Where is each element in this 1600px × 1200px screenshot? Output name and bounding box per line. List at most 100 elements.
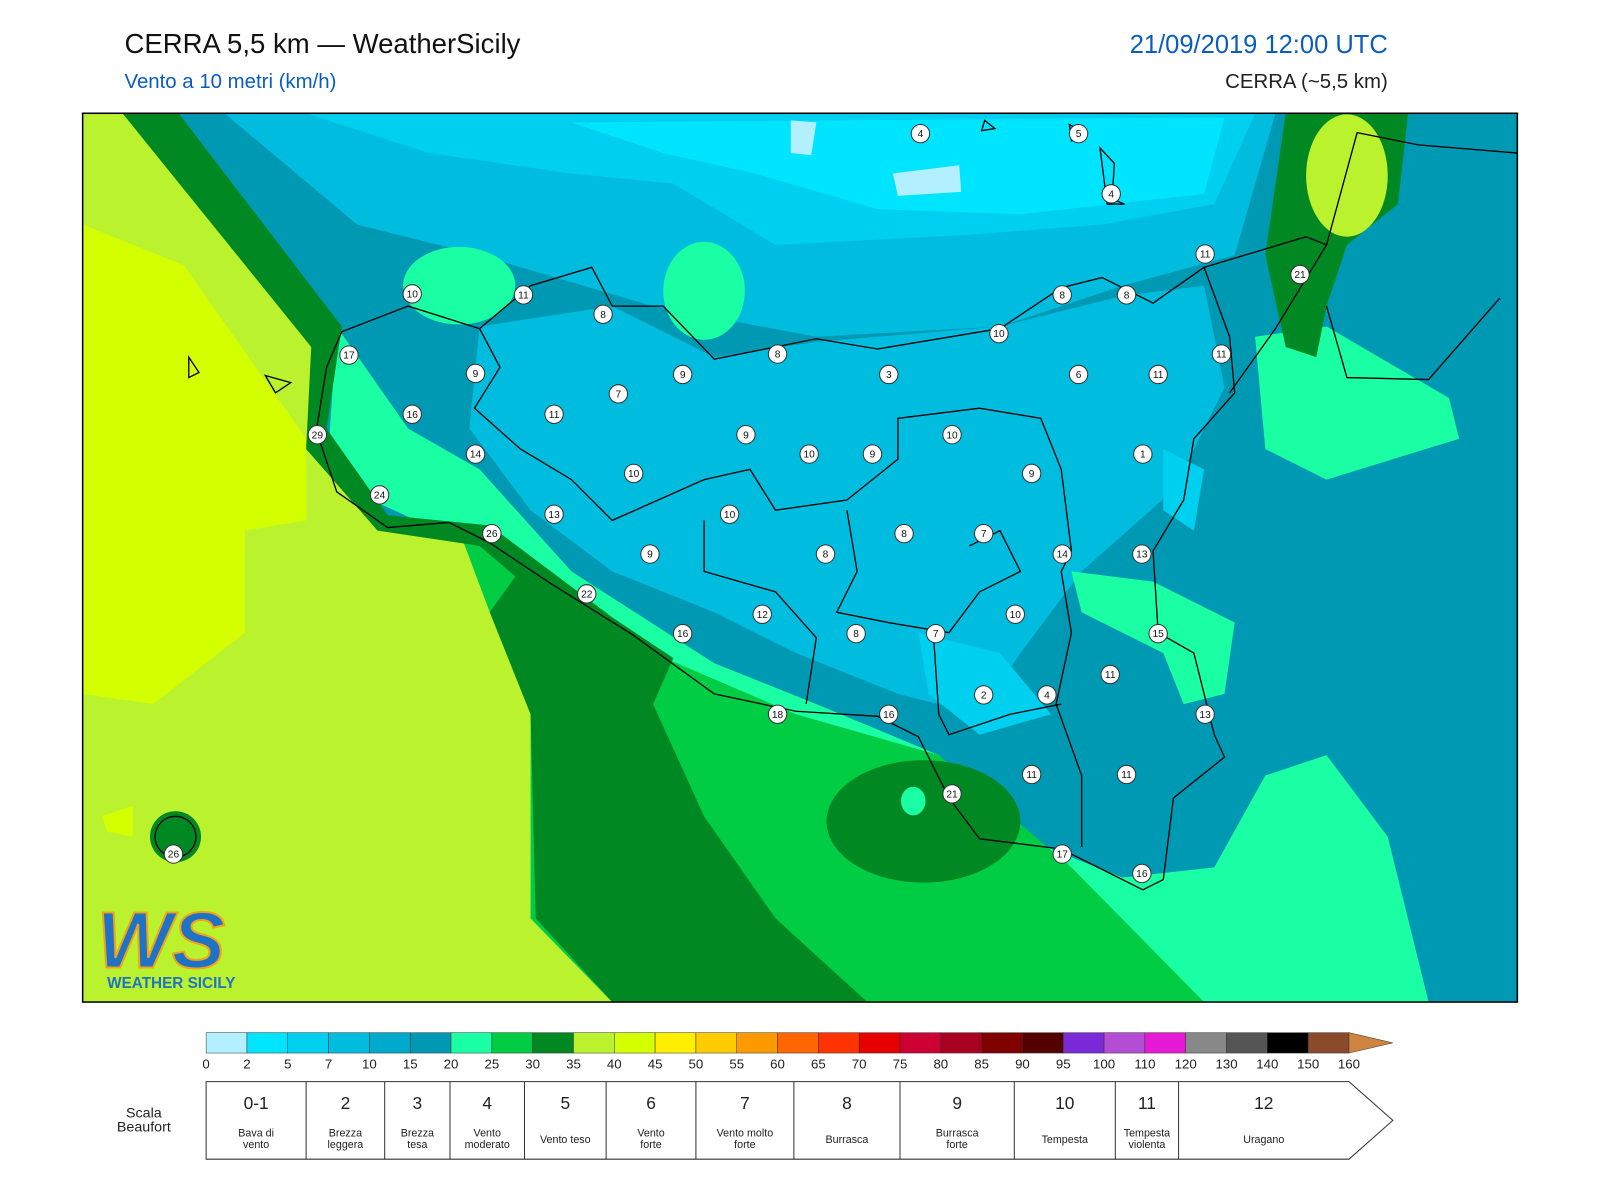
station-dot	[1116, 764, 1137, 785]
station: 10	[799, 444, 819, 464]
beaufort-force: 3	[413, 1093, 423, 1113]
station-dot	[862, 444, 883, 464]
station: 9	[672, 364, 693, 385]
station: 21	[1290, 264, 1310, 285]
station-value: 24	[374, 490, 386, 501]
station: 18	[767, 704, 788, 724]
beaufort-desc: Burrasca	[936, 1128, 979, 1140]
station-value: 29	[312, 430, 324, 441]
color-step	[409, 1032, 452, 1054]
station-dot	[879, 364, 899, 385]
station: 9	[736, 425, 756, 445]
colorbar-tick-label: 55	[729, 1056, 744, 1071]
color-step	[736, 1032, 778, 1054]
station-value: 15	[1152, 629, 1164, 640]
colorbar-tick-label: 7	[325, 1056, 332, 1071]
beaufort-desc: Brezza	[329, 1128, 362, 1140]
colorbar-tick-label: 60	[770, 1056, 785, 1071]
colorbar-tick-label: 160	[1338, 1056, 1360, 1071]
station-dot	[1132, 544, 1152, 564]
station-value: 11	[1216, 350, 1227, 361]
colorbar-tick-label: 20	[444, 1056, 459, 1071]
station-value: 9	[743, 430, 749, 441]
station-dot	[1068, 364, 1089, 385]
station-value: 9	[680, 370, 686, 381]
colorbar: 0 2 5 7 10 15 20 25 30 35 40 45 50 55 60 65 70 75 80 85 90 95…	[202, 1032, 1393, 1071]
station-value: 11	[1121, 770, 1132, 781]
station-value: 4	[1108, 189, 1114, 200]
colorbar-tick-label: 110	[1134, 1056, 1155, 1071]
station: 8	[1052, 285, 1072, 305]
color-step	[1267, 1032, 1309, 1054]
colorbar-tick-label: 75	[893, 1056, 908, 1071]
station: 16	[402, 404, 422, 424]
beaufort-desc: moderato	[465, 1139, 510, 1151]
color-step	[899, 1032, 942, 1054]
station: 11	[513, 285, 534, 305]
station: 12	[752, 604, 772, 624]
colorbar-tick-label: 150	[1297, 1056, 1319, 1071]
station-dot	[1195, 244, 1215, 264]
station-value: 10	[1010, 610, 1022, 621]
beaufort-force: 0-1	[244, 1093, 269, 1113]
station-dot	[544, 404, 564, 424]
station: 8	[1116, 285, 1137, 305]
station: 13	[1195, 704, 1215, 724]
station-dot	[402, 404, 422, 424]
color-step	[246, 1032, 289, 1054]
station: 10	[989, 323, 1009, 344]
colorbar-tick-label: 90	[1015, 1056, 1030, 1071]
color-step	[654, 1032, 697, 1054]
station: 14	[465, 444, 486, 464]
station: 13	[1132, 544, 1152, 564]
station-value: 8	[1124, 290, 1130, 301]
station: 9	[465, 363, 486, 384]
station: 26	[482, 523, 502, 544]
station-value: 16	[407, 410, 419, 421]
station: 9	[640, 544, 660, 564]
station-value: 26	[168, 850, 180, 861]
colorbar-tick-label: 50	[689, 1056, 704, 1071]
station: 6	[1068, 364, 1089, 385]
beaufort-label: Scala	[126, 1105, 162, 1121]
beaufort-force: 5	[560, 1093, 570, 1113]
station-value: 9	[870, 450, 876, 461]
station-value: 8	[901, 529, 907, 540]
color-step	[695, 1032, 737, 1054]
station-value: 4	[918, 129, 924, 140]
beaufort-desc: Burrasca	[826, 1134, 869, 1146]
station-dot	[1005, 604, 1025, 624]
station-value: 9	[1029, 469, 1035, 480]
colorbar-tick-label: 120	[1175, 1056, 1197, 1071]
colorbar-tick-label: 5	[284, 1056, 291, 1071]
colorbar-tick-label: 130	[1215, 1056, 1237, 1071]
station-dot	[608, 384, 629, 404]
station-value: 10	[993, 329, 1005, 340]
beaufort-desc: forte	[946, 1139, 967, 1151]
station-value: 13	[548, 510, 560, 521]
station-dot	[1052, 285, 1072, 305]
color-step	[1103, 1032, 1146, 1054]
station-value: 4	[1044, 690, 1050, 701]
station: 8	[894, 523, 914, 544]
station-value: 8	[853, 629, 859, 640]
colorbar-tick-label: 10	[362, 1056, 377, 1071]
beaufort-force: 10	[1055, 1093, 1074, 1113]
beaufort-desc: Bava di	[238, 1128, 274, 1140]
station: 11	[1148, 364, 1168, 385]
station-dot	[799, 444, 819, 464]
station-dot	[672, 364, 693, 385]
station: 8	[593, 304, 613, 324]
station-value: 11	[1026, 770, 1037, 781]
station-dot	[719, 504, 740, 524]
station: 4	[910, 123, 931, 144]
station: 10	[942, 425, 962, 445]
station: 11	[1100, 664, 1120, 685]
station-dot	[846, 623, 866, 644]
station: 16	[1132, 863, 1152, 884]
station-value: 11	[1200, 250, 1211, 261]
beaufort-desc: Vento	[637, 1128, 664, 1140]
station-dot	[879, 704, 899, 724]
